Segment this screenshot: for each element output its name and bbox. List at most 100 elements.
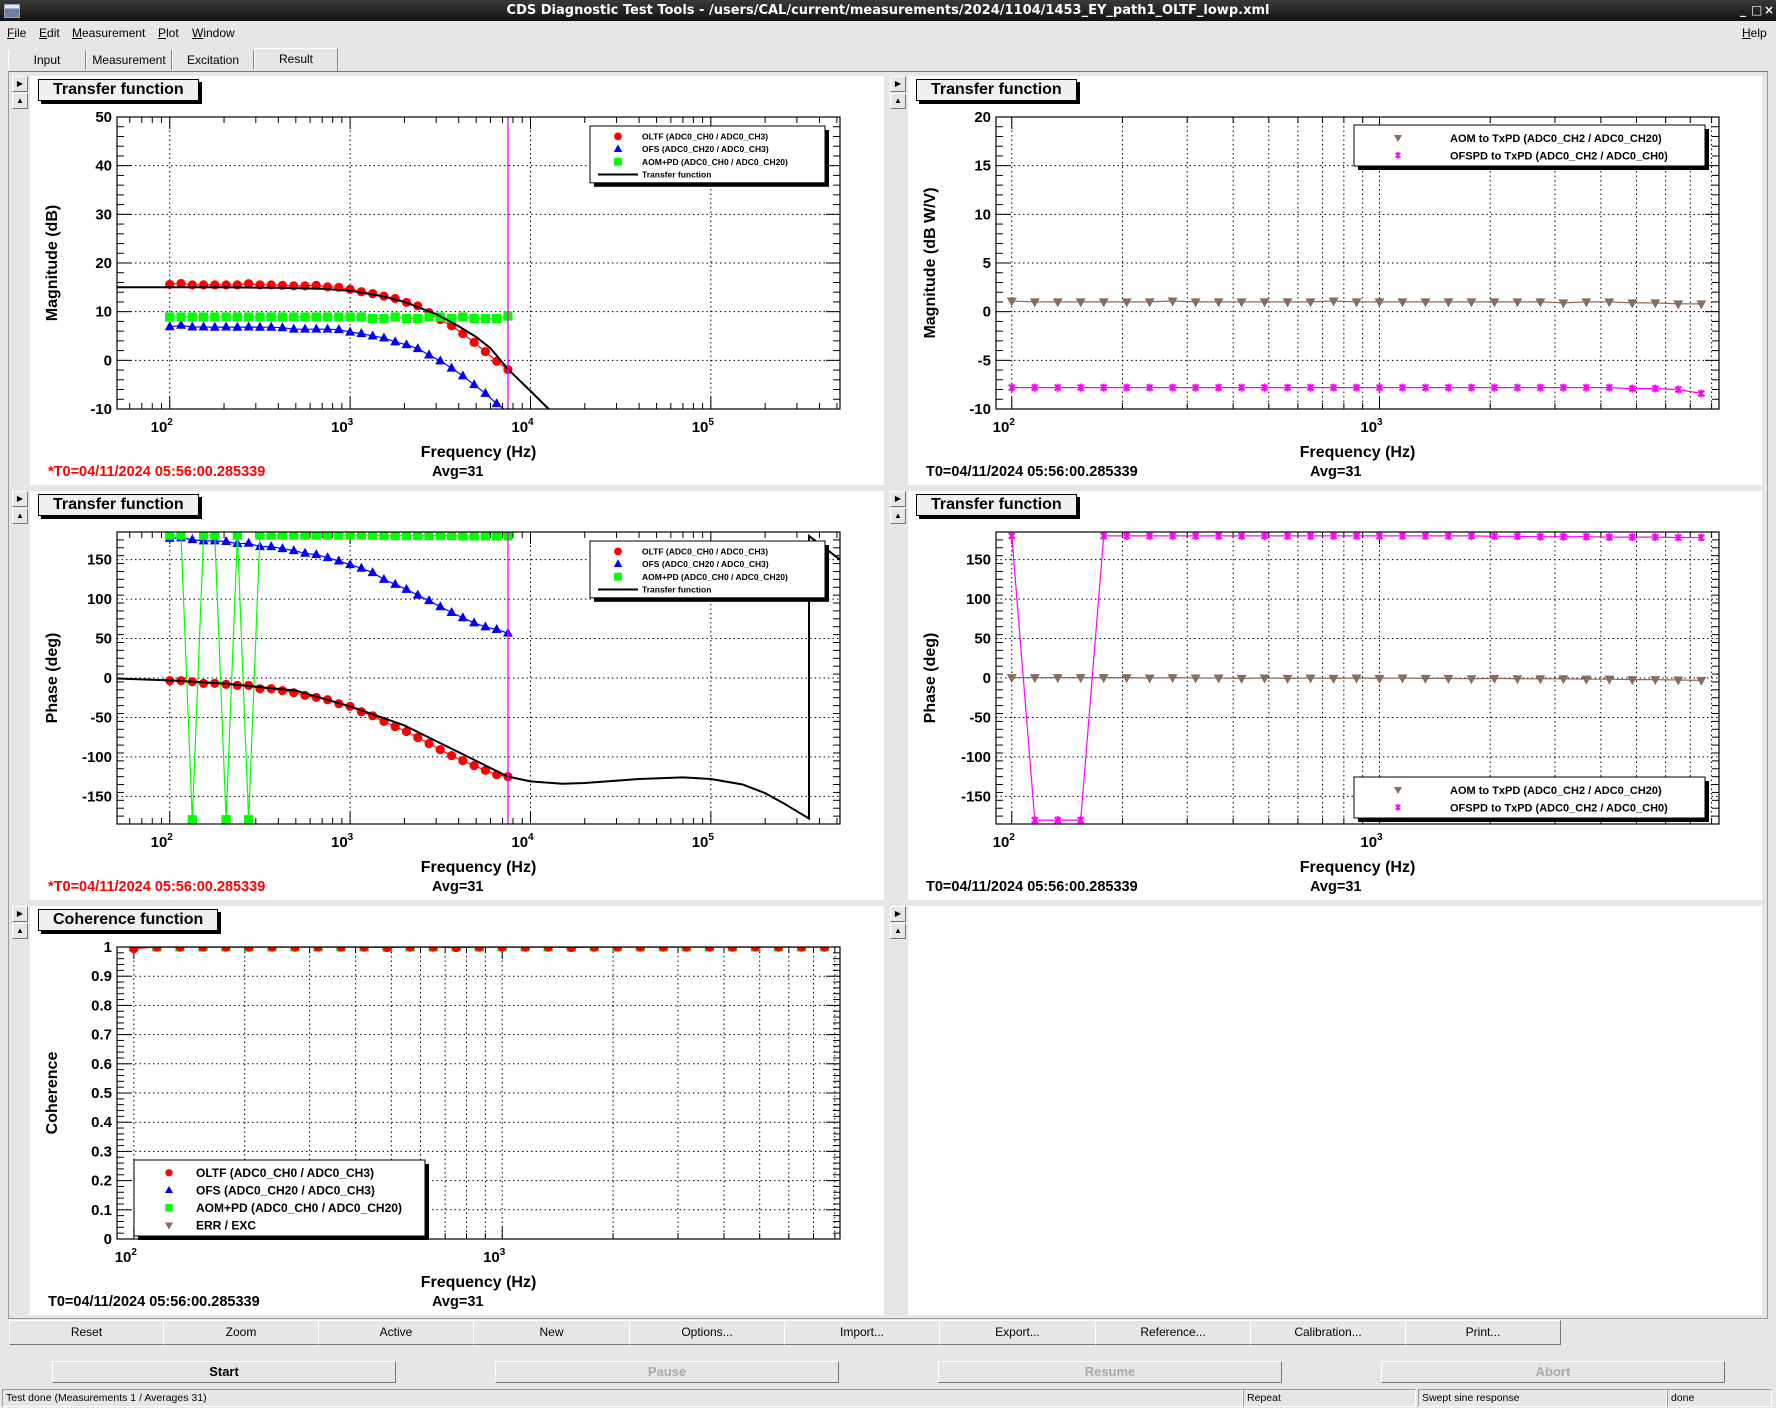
magnitude-plot-pad[interactable]: Transfer function 102 103 104 105 -10 0 10 20 30… (30, 76, 884, 485)
data-point (1674, 533, 1682, 542)
data-point (300, 547, 311, 557)
pad-4-up-arrow-icon[interactable]: ▲ (890, 508, 906, 524)
close-button[interactable]: × (1764, 3, 1775, 17)
legend-entry[interactable]: Transfer function (598, 170, 711, 180)
grid (117, 532, 840, 824)
legend-entry[interactable]: AOM to TxPD (ADC0_CH2 / ADC0_CH20) (1394, 785, 1662, 797)
minimize-button[interactable]: _ (1740, 3, 1746, 17)
data-point (210, 312, 220, 322)
export-button[interactable]: Export... (939, 1320, 1096, 1345)
data-point (277, 686, 288, 696)
data-point (345, 284, 355, 294)
reset-button[interactable]: Reset (9, 1320, 164, 1345)
legend-label: OFS (ADC0_CH20 / ADC0_CH3) (196, 1184, 375, 1198)
pad-2-up-arrow-icon[interactable]: ▲ (890, 93, 906, 109)
tab-result[interactable]: Result (254, 48, 338, 71)
pad-3-up-arrow-icon[interactable]: ▲ (12, 508, 28, 524)
data-point (1466, 675, 1477, 685)
menu-help[interactable]: Help (1742, 26, 1767, 40)
pause-button[interactable]: Pause (495, 1361, 839, 1383)
pad-5-up-arrow-icon[interactable]: ▲ (12, 923, 28, 939)
legend-entry[interactable]: OLTF (ADC0_CH0 / ADC0_CH3) (614, 546, 768, 556)
x-tick-base: 10 (115, 1249, 132, 1266)
start-button[interactable]: Start (52, 1361, 396, 1383)
coherence-chart[interactable]: 102 10300.10.20.30.40.50.60.70.80.91Frequ… (30, 906, 884, 1315)
data-point (266, 321, 277, 331)
legend-entry[interactable]: ERR / EXC (165, 1219, 256, 1233)
abort-button[interactable]: Abort (1381, 1361, 1725, 1383)
coherence-plot-pad[interactable]: Coherence function 102 103 0 0.1 0.2 0.3 0.4 0.… (30, 906, 884, 1315)
aom-magnitude-plot-pad[interactable]: Transfer function 102 103 -10 -5 0 5 10 15 20 Fre… (908, 76, 1762, 485)
menu-plot[interactable]: Plot (158, 26, 179, 40)
options-button[interactable]: Options... (629, 1320, 785, 1345)
data-point (367, 567, 378, 577)
tab-input[interactable]: Input (8, 50, 86, 70)
data-point (1397, 674, 1408, 684)
legend-entry[interactable]: AOM+PD (ADC0_CH0 / ADC0_CH20) (165, 1201, 402, 1215)
legend-entry[interactable]: OFSPD to TxPD (ADC0_CH2 / ADC0_CH0) (1395, 802, 1669, 814)
legend-entry[interactable]: AOM+PD (ADC0_CH0 / ADC0_CH20) (614, 157, 788, 167)
import-button[interactable]: Import... (784, 1320, 940, 1345)
y-tick-label: 5 (983, 255, 991, 272)
menu-measurement[interactable]: Measurement (72, 26, 146, 40)
data-point (333, 555, 344, 565)
legend-entry[interactable]: AOM+PD (ADC0_CH0 / ADC0_CH20) (614, 572, 788, 582)
legend-entry[interactable]: OLTF (ADC0_CH0 / ADC0_CH3) (165, 1166, 374, 1180)
resume-button[interactable]: Resume (938, 1361, 1282, 1383)
pad-4-expand-arrow-icon[interactable]: ▶ (890, 491, 906, 507)
y-tick-label: 100 (87, 591, 112, 608)
maximize-button[interactable]: □ (1751, 3, 1763, 17)
legend-label: Transfer function (642, 585, 711, 595)
data-point (1351, 674, 1362, 684)
legend-entry[interactable]: OLTF (ADC0_CH0 / ADC0_CH3) (614, 131, 768, 141)
data-point (469, 337, 479, 347)
pad-3-expand-arrow-icon[interactable]: ▶ (12, 491, 28, 507)
data-point (1306, 532, 1315, 540)
data-point (480, 346, 490, 357)
legend-entry[interactable]: OFS (ADC0_CH20 / ADC0_CH3) (165, 1184, 375, 1198)
print-button[interactable]: Print... (1405, 1320, 1561, 1345)
data-point (187, 534, 198, 544)
menu-edit[interactable]: Edit (39, 26, 60, 40)
pad-5-expand-arrow-icon[interactable]: ▶ (12, 906, 28, 922)
data-point (322, 532, 333, 540)
phase-plot-pad[interactable]: Transfer function 102 103 104 105 -150 -100 -5… (30, 491, 884, 900)
status-message: Test done (Measurements 1 / Averages 31) (2, 1389, 1243, 1407)
legend-entry[interactable]: OFSPD to TxPD (ADC0_CH2 / ADC0_CH0) (1395, 150, 1669, 162)
empty-plot-pad[interactable] (908, 906, 1762, 1315)
data-point (413, 313, 423, 324)
zoom-button[interactable]: Zoom (163, 1320, 319, 1345)
data-point (451, 947, 461, 953)
pad-6-expand-arrow-icon[interactable]: ▶ (890, 906, 906, 922)
legend-entry[interactable]: OFS (ADC0_CH20 / ADC0_CH3) (613, 559, 769, 569)
calibration-button[interactable]: Calibration... (1250, 1320, 1406, 1345)
data-point (1696, 676, 1707, 686)
legend-entry[interactable]: AOM to TxPD (ADC0_CH2 / ADC0_CH20) (1394, 133, 1662, 145)
pad-1-expand-arrow-icon[interactable]: ▶ (12, 76, 28, 92)
legend-entry[interactable]: Transfer function (598, 585, 711, 595)
data-point (277, 312, 288, 322)
menu-window[interactable]: Window (192, 26, 235, 40)
phase-chart[interactable]: 102 103 104 105-150-100-50050100150Frequenc… (30, 491, 884, 900)
data-point (1054, 816, 1062, 824)
pad-2-expand-arrow-icon[interactable]: ▶ (890, 76, 906, 92)
reference-button[interactable]: Reference... (1095, 1320, 1251, 1345)
legend-entry[interactable]: OFS (ADC0_CH20 / ADC0_CH3) (613, 144, 769, 154)
pad-1-up-arrow-icon[interactable]: ▲ (12, 93, 28, 109)
tab-excitation[interactable]: Excitation (172, 50, 254, 70)
active-button[interactable]: Active (318, 1320, 474, 1345)
data-point (1651, 533, 1660, 542)
y-axis-title: Magnitude (dB W/V) (922, 187, 939, 338)
new-button[interactable]: New (473, 1320, 630, 1345)
data-point (480, 387, 491, 397)
menu-file[interactable]: File (7, 26, 27, 40)
aom-phase-plot-pad[interactable]: Transfer function 102 103 -150 -100 -50 0 50 10… (908, 491, 1762, 900)
pad-6-up-arrow-icon[interactable]: ▲ (890, 923, 906, 939)
data-point (1075, 674, 1086, 684)
x-tick-exponent: 3 (500, 1247, 506, 1258)
x-tick-label: 103 (331, 417, 354, 436)
tab-measurement[interactable]: Measurement (86, 50, 172, 70)
